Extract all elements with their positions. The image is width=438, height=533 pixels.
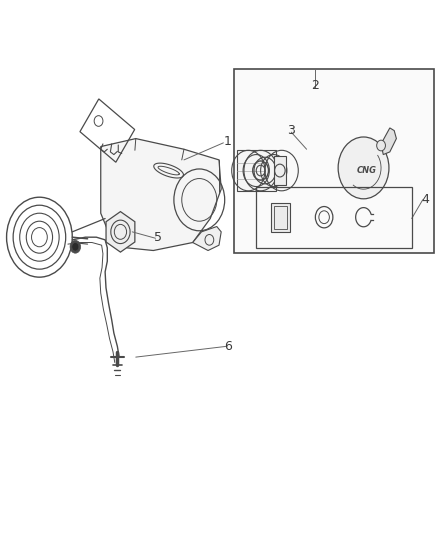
Polygon shape [381, 128, 396, 155]
Text: 5: 5 [154, 231, 162, 244]
Text: 3: 3 [287, 124, 295, 137]
Bar [237, 150, 276, 191]
Text: 6: 6 [224, 340, 232, 353]
Text: CNG: CNG [357, 166, 377, 175]
Bar [274, 156, 286, 185]
Text: 1: 1 [224, 135, 232, 148]
Text: 2: 2 [311, 79, 319, 92]
Polygon shape [106, 212, 135, 252]
Text: 4: 4 [421, 193, 429, 206]
Bar [234, 69, 434, 253]
Circle shape [338, 137, 389, 199]
Circle shape [70, 240, 81, 253]
Bar [271, 203, 290, 232]
Polygon shape [101, 139, 221, 251]
Bar [274, 206, 287, 229]
Bar [256, 187, 412, 248]
Circle shape [377, 140, 385, 151]
Polygon shape [193, 227, 221, 251]
Circle shape [72, 243, 79, 251]
